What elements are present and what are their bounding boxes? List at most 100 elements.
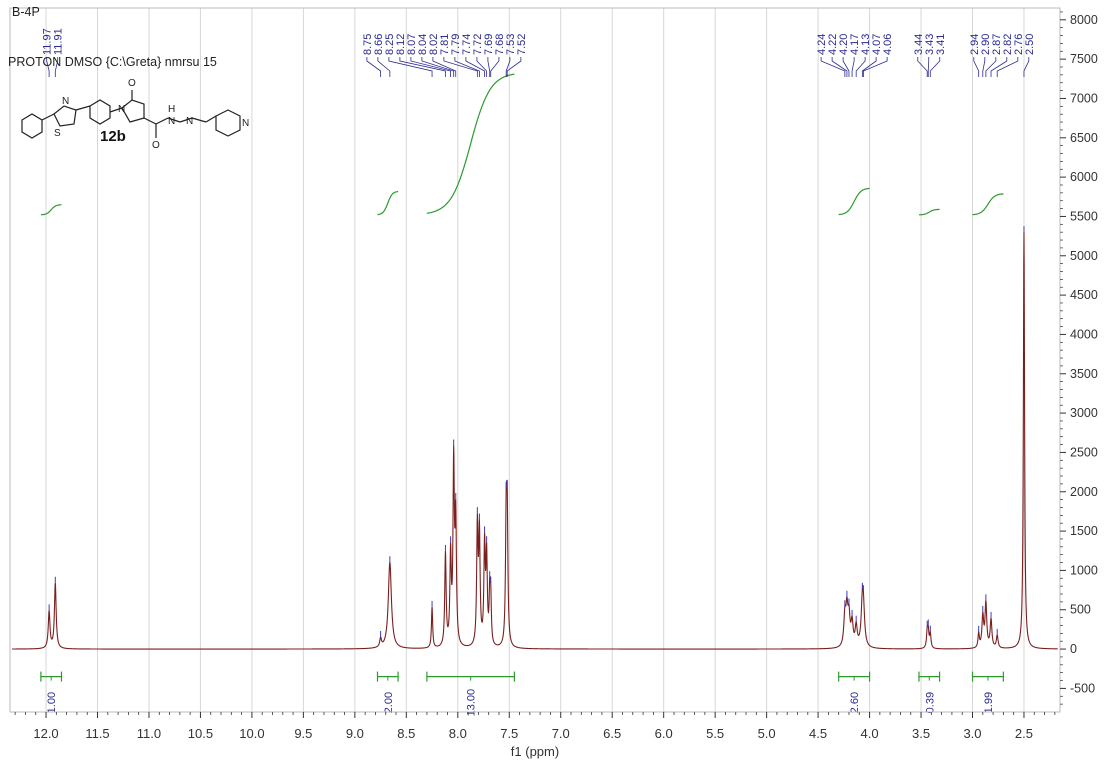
y-tick-label: 1000 (1070, 563, 1098, 577)
peak-label-leg (443, 57, 478, 77)
peak-label: 4.17 (849, 34, 861, 55)
peak-label-leg (861, 57, 877, 77)
x-tick-label: 3.0 (963, 726, 981, 741)
peak-label: 3.41 (935, 34, 947, 55)
peak-label: 7.68 (494, 34, 506, 55)
peak-label-leg (862, 57, 888, 77)
peak-label-leg (432, 57, 457, 77)
peak-label: 11.91 (53, 28, 65, 55)
peak-label: 4.22 (827, 34, 839, 55)
x-tick-label: 5.0 (758, 726, 776, 741)
svg-text:N: N (118, 104, 125, 115)
peak-label: 4.13 (860, 34, 872, 55)
x-tick-label: 9.0 (346, 726, 364, 741)
svg-text:N: N (62, 96, 69, 107)
peak-label: 7.69 (483, 34, 495, 55)
peak-label: 7.81 (439, 34, 451, 55)
peak-label-leg (506, 57, 522, 77)
peak-label-leg (820, 57, 846, 77)
svg-text:N: N (242, 118, 249, 129)
x-tick-label: 8.0 (449, 726, 467, 741)
peak-label-leg (465, 57, 485, 77)
spectrum-title: B-4P (12, 5, 40, 19)
integral-value: 0.39 (924, 692, 936, 713)
peak-label-leg (929, 57, 941, 77)
peak-label-leg (851, 57, 855, 77)
y-tick-label: -500 (1070, 681, 1095, 695)
peak-label: 8.02 (428, 34, 440, 55)
y-tick-label: 500 (1070, 603, 1091, 617)
peak-label-leg (917, 57, 928, 77)
peak-label: 2.50 (1024, 34, 1036, 55)
peak-label-group: 11.97 11.91 8.75 8.66 8.25 8.12 8.07 8.04 8.02 7.… (42, 28, 1036, 77)
peak-label: 3.44 (913, 34, 925, 55)
svg-text:O: O (128, 78, 136, 89)
integral-value: 1.99 (983, 692, 995, 713)
x-tick-label: 4.0 (861, 726, 879, 741)
x-tick-label: 2.5 (1015, 726, 1033, 741)
integral-curves: 1.00 2.00 13.00 2.60 0.39 1.99 (40, 73, 1004, 717)
peak-label: 8.07 (406, 34, 418, 55)
peak-label: 11.97 (42, 28, 54, 55)
peak-label: 8.04 (417, 34, 429, 55)
y-tick-label: 2500 (1070, 445, 1098, 459)
integral-curve (972, 193, 1004, 216)
peak-label: 7.74 (461, 34, 473, 55)
peak-label: 4.24 (816, 34, 828, 55)
peak-label-leg (377, 57, 391, 77)
peak-label-leg (399, 57, 446, 77)
grid (45, 8, 1025, 712)
peak-label-leg (982, 57, 986, 77)
peak-label: 2.82 (1002, 34, 1014, 55)
peak-label: 4.20 (838, 34, 850, 55)
integral-curve (919, 208, 940, 216)
x-tick-label: 11.5 (85, 726, 109, 741)
spectrum-subtitle: PROTON DMSO {C:\Greta} nmrsu 15 (8, 55, 217, 69)
peak-label-leg (831, 57, 848, 77)
peak-label-leg (505, 57, 511, 77)
x-tick-label: 9.5 (294, 726, 312, 741)
peak-label: 8.25 (384, 34, 396, 55)
integral-value: 13.00 (466, 689, 478, 717)
peak-label-leg (46, 57, 50, 77)
x-tick-label: 11.0 (137, 726, 161, 741)
molecule-structure-drawing: N S N O O H N N N (21, 78, 249, 151)
peak-label: 2.90 (980, 34, 992, 55)
y-tick-label: 6000 (1070, 170, 1098, 184)
svg-text:N: N (186, 116, 193, 127)
integral-value: 1.00 (46, 692, 58, 713)
peak-label: 2.76 (1013, 34, 1025, 55)
axes: 12.0 11.5 11.0 10.5 10.0 9.5 9.0 8.5 8.0 7.5 7.0 6.… (9, 7, 1098, 759)
integral-value: 2.60 (849, 692, 861, 713)
integral-curve (377, 190, 399, 216)
y-tick-label: 3000 (1070, 406, 1098, 420)
peak-label: 8.66 (373, 34, 385, 55)
y-tick-label: 7000 (1070, 91, 1098, 105)
compound-label: 12b (100, 128, 126, 145)
x-tick-label: 5.5 (706, 726, 724, 741)
x-tick-label: 12.0 (33, 726, 58, 741)
peak-label-leg (54, 57, 59, 77)
peak-label: 8.12 (395, 34, 407, 55)
x-tick-label: 6.0 (655, 726, 673, 741)
y-tick-label: 8000 (1070, 13, 1098, 27)
y-tick-label: 5500 (1070, 209, 1098, 223)
peak-label: 4.07 (871, 34, 883, 55)
y-tick-label: 5000 (1070, 249, 1098, 263)
peak-label-leg (927, 57, 930, 77)
peak-label-leg (996, 57, 1019, 77)
peak-label-leg (490, 57, 500, 77)
x-tick-label: 3.5 (912, 726, 930, 741)
x-tick-label: 7.5 (500, 726, 518, 741)
spectrum-line (12, 232, 1058, 650)
peak-label: 8.75 (362, 34, 374, 55)
peak-label-leg (454, 57, 480, 77)
y-tick-label: 4500 (1070, 288, 1098, 302)
y-tick-label: 4000 (1070, 327, 1098, 341)
svg-text:S: S (54, 128, 61, 139)
peak-label-leg (410, 57, 451, 77)
peak-label: 7.52 (516, 34, 528, 55)
peak-label: 4.06 (882, 34, 894, 55)
plot-frame (9, 7, 1061, 713)
x-tick-label: 10.0 (239, 726, 264, 741)
